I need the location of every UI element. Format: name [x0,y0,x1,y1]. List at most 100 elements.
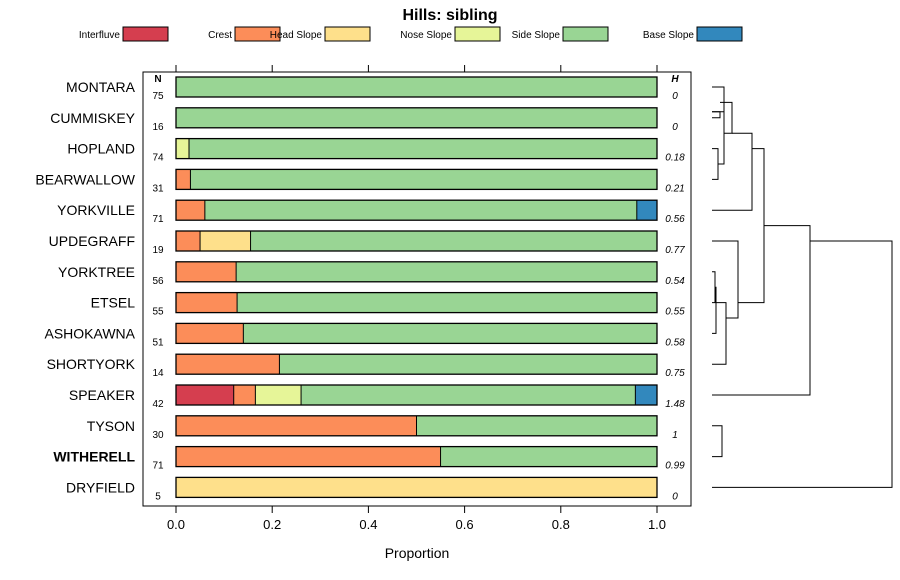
legend-label-head-slope: Head Slope [270,30,323,41]
dendrogram-branch [712,86,725,113]
bar-outline [175,384,658,406]
legend-swatch-side-slope [562,26,609,42]
n-column-header: N [154,74,161,85]
bar-outline [175,107,658,129]
bar-segment-crest [176,415,417,436]
bar-segment-side-slope [440,446,657,467]
row-shortyork: SHORTYORK 14 0.75 [47,353,685,379]
bar-outline [175,353,658,375]
plot-frame [142,71,692,507]
bar-segment-base-slope [635,385,657,405]
bar-segment-crest [176,292,238,313]
x-tick-label: 0.4 [359,517,377,532]
n-value: 75 [152,91,164,102]
bar-segment-side-slope [176,107,657,128]
h-value: 0.58 [665,337,685,348]
legend-swatch-interfluve [122,26,169,42]
h-value: 0.56 [665,214,685,225]
n-value: 71 [152,214,164,225]
bar-segment-side-slope [250,231,657,251]
row-label: TYSON [87,418,135,434]
bar-outline [175,261,658,283]
bar-outline [175,230,658,252]
legend-label-base-slope: Base Slope [643,30,695,41]
n-value: 30 [152,430,164,441]
row-etsel: ETSEL 55 0.55 [91,291,685,318]
n-value: 51 [152,337,164,348]
row-label: ETSEL [91,295,136,311]
n-value: 31 [152,183,164,194]
row-hopland: HOPLAND 74 0.18 [67,137,685,164]
bar-segment-side-slope [279,354,657,375]
h-value: 0 [672,91,678,102]
bar-segment-side-slope [237,292,657,313]
bar-segment-side-slope [204,200,637,221]
legend-swatch-crest [234,26,281,42]
row-label: DRYFIELD [66,479,135,495]
h-value: 0 [672,491,678,502]
row-label: MONTARA [66,79,136,95]
h-column-header: H [671,74,679,85]
row-speaker: SPEAKER 42 1.48 [69,384,685,410]
bar-segment-side-slope [416,415,657,436]
h-value: 0.75 [665,368,685,379]
chart-title: Hills: sibling [402,7,497,24]
bar-segment-interfluve [176,385,234,405]
legend-swatch-nose-slope [454,26,501,42]
h-value: 0.77 [665,245,685,256]
legend-label-nose-slope: Nose Slope [400,30,452,41]
n-value: 74 [152,153,164,164]
row-ashokawna: ASHOKAWNA 51 0.58 [45,322,685,348]
bar-segment-nose-slope [176,138,189,159]
legend-swatch-head-slope [324,26,371,42]
row-updegraff: UPDEGRAFF 19 0.77 [49,230,685,256]
bar-segment-crest [176,200,205,221]
bar-segment-crest [233,385,256,405]
h-value: 0.21 [665,183,684,194]
row-cummiskey: CUMMISKEY 16 0 [50,107,678,133]
bar-outline [175,199,658,221]
row-label: YORKVILLE [57,202,135,218]
dendrogram [712,86,893,488]
bar-outline [175,322,658,345]
row-witherell: WITHERELL 71 0.99 [53,445,685,472]
legend-swatch-base-slope [696,26,743,42]
bar-outline [175,415,658,437]
row-yorkville: YORKVILLE 71 0.56 [57,199,685,225]
n-value: 14 [152,368,164,379]
dendrogram-branch [712,132,753,211]
row-label: WITHERELL [53,449,135,465]
bar-outline [175,137,658,160]
h-value: 0 [672,122,678,133]
h-value: 0.99 [665,461,685,472]
n-value: 42 [152,399,164,410]
n-value: 5 [155,491,161,502]
dendrogram-branch [712,111,721,119]
bar-segment-head-slope [200,231,251,251]
x-tick-label: 1.0 [648,517,666,532]
row-dryfield: DRYFIELD 5 0 [66,476,678,502]
legend-label-crest: Crest [208,30,232,41]
bar-outline [175,168,658,191]
bar-segment-crest [176,323,244,344]
h-value: 0.55 [665,307,685,318]
bar-segment-head-slope [176,477,657,498]
n-value: 16 [152,122,164,133]
x-tick-label: 0.8 [552,517,570,532]
bar-rows: MONTARA 75 0 CUMMISKEY 16 0 HOPLAND 74 0.18 BEARW… [35,76,685,502]
bar-outline [175,76,658,98]
row-yorktree: YORKTREE 56 0.54 [58,261,685,287]
h-value: 0.18 [665,153,685,164]
dendrogram-branch [712,225,811,396]
row-label: CUMMISKEY [50,110,135,126]
row-label: HOPLAND [67,141,135,157]
bar-segment-side-slope [190,169,657,190]
row-bearwallow: BEARWALLOW 31 0.21 [35,168,685,194]
bar-segment-crest [176,446,441,467]
legend-label-interfluve: Interfluve [79,30,121,41]
n-value: 55 [152,307,164,318]
row-label: YORKTREE [58,264,135,280]
legend-label-side-slope: Side Slope [512,30,561,41]
row-tyson: TYSON 30 1 [87,415,678,441]
